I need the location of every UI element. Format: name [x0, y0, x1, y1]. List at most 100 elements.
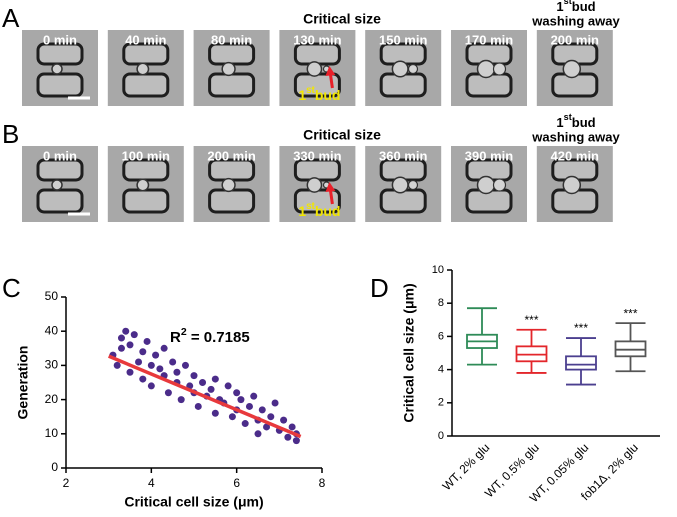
- point: [288, 423, 296, 431]
- point: [292, 437, 300, 445]
- trap-bottom: [379, 188, 427, 214]
- point: [169, 358, 177, 366]
- x-tick-label: WT, 2% glu: [440, 440, 493, 493]
- cell: [136, 62, 150, 76]
- point: [271, 399, 279, 407]
- y-tick-label: 8: [438, 297, 444, 309]
- cell: [51, 179, 63, 191]
- point: [194, 402, 202, 410]
- bud: [492, 62, 507, 76]
- point: [117, 344, 125, 352]
- trap-bottom: [36, 188, 84, 214]
- point: [237, 396, 245, 404]
- r-squared: R2 = 0.7185: [170, 326, 250, 346]
- arrow: [328, 73, 334, 89]
- point: [224, 382, 232, 390]
- point: [263, 423, 271, 431]
- trap-bottom: [208, 72, 256, 98]
- point: [126, 341, 134, 349]
- point: [267, 413, 275, 421]
- r-squared-sup: 2: [181, 326, 187, 338]
- point: [147, 361, 155, 369]
- point: [211, 409, 219, 417]
- cell: [391, 176, 409, 194]
- box: [565, 355, 597, 371]
- cell: [562, 59, 582, 79]
- bud: [407, 63, 419, 75]
- fit-line: [107, 354, 302, 439]
- time-label: 170 min: [465, 32, 513, 47]
- washing-label-line2: washing away: [531, 13, 620, 28]
- point: [130, 331, 138, 339]
- time-label: 420 min: [551, 148, 599, 163]
- cell: [306, 61, 323, 77]
- y-tick-label: 10: [45, 426, 59, 440]
- washing-label: 1stbud: [556, 112, 595, 130]
- point: [135, 358, 143, 366]
- point: [139, 348, 147, 356]
- y-tick-label: 4: [438, 364, 444, 376]
- point: [228, 413, 236, 421]
- y-tick-label: 50: [45, 289, 59, 303]
- point: [156, 365, 164, 373]
- washing-label: 1stbud: [556, 0, 595, 14]
- bud-annotation-sup: st: [306, 201, 315, 212]
- point: [207, 385, 215, 393]
- washing-label-sup: st: [564, 112, 572, 122]
- point: [280, 416, 288, 424]
- panel-letter: B: [2, 119, 19, 149]
- panel-letter: D: [370, 273, 389, 303]
- bud-annotation-sup: st: [306, 85, 315, 96]
- time-label: 390 min: [465, 148, 513, 163]
- panel-letter: A: [2, 3, 20, 33]
- cell: [306, 177, 323, 193]
- x-tick-label: 6: [233, 476, 240, 490]
- trap-top: [36, 158, 84, 182]
- arrow: [328, 189, 334, 205]
- r-squared-base: R: [170, 329, 181, 346]
- point: [126, 368, 134, 376]
- point: [211, 375, 219, 383]
- y-tick-label: 10: [432, 264, 444, 276]
- x-tick-label: 8: [319, 476, 326, 490]
- washing-label-line2: washing away: [531, 129, 620, 144]
- cell: [136, 178, 150, 192]
- cell: [476, 59, 496, 79]
- x-axis-title: Critical cell size (μm): [124, 494, 263, 510]
- point: [164, 389, 172, 397]
- trap-bottom: [122, 72, 170, 98]
- y-tick-label: 20: [45, 392, 59, 406]
- r-squared-text: = 0.7185: [187, 329, 250, 346]
- bud-annotation-base: 1: [298, 203, 306, 219]
- point: [254, 430, 262, 438]
- point: [113, 361, 121, 369]
- significance: ***: [574, 321, 588, 335]
- washing-label-text: bud: [572, 115, 596, 130]
- point: [245, 402, 253, 410]
- point: [284, 433, 292, 441]
- point: [143, 337, 151, 345]
- point: [258, 406, 266, 414]
- y-axis-title: Generation: [15, 346, 31, 420]
- point: [122, 327, 130, 335]
- panel-letter: C: [2, 273, 21, 303]
- y-axis-title: Critical cell size (μm): [401, 283, 417, 422]
- y-tick-label: 2: [438, 397, 444, 409]
- time-label: 200 min: [551, 32, 599, 47]
- time-label: 130 min: [293, 32, 341, 47]
- washing-label-base: 1: [556, 115, 563, 130]
- bud-annotation-text: bud: [315, 87, 341, 103]
- point: [250, 392, 258, 400]
- time-label: 200 min: [207, 148, 255, 163]
- point: [233, 389, 241, 397]
- bud: [407, 179, 419, 191]
- cell: [476, 175, 496, 195]
- point: [181, 361, 189, 369]
- critical-size: Critical size: [303, 11, 381, 27]
- cell: [51, 63, 63, 75]
- point: [152, 351, 160, 359]
- y-tick-label: 30: [45, 358, 59, 372]
- cell: [221, 61, 236, 77]
- significance: ***: [524, 313, 538, 327]
